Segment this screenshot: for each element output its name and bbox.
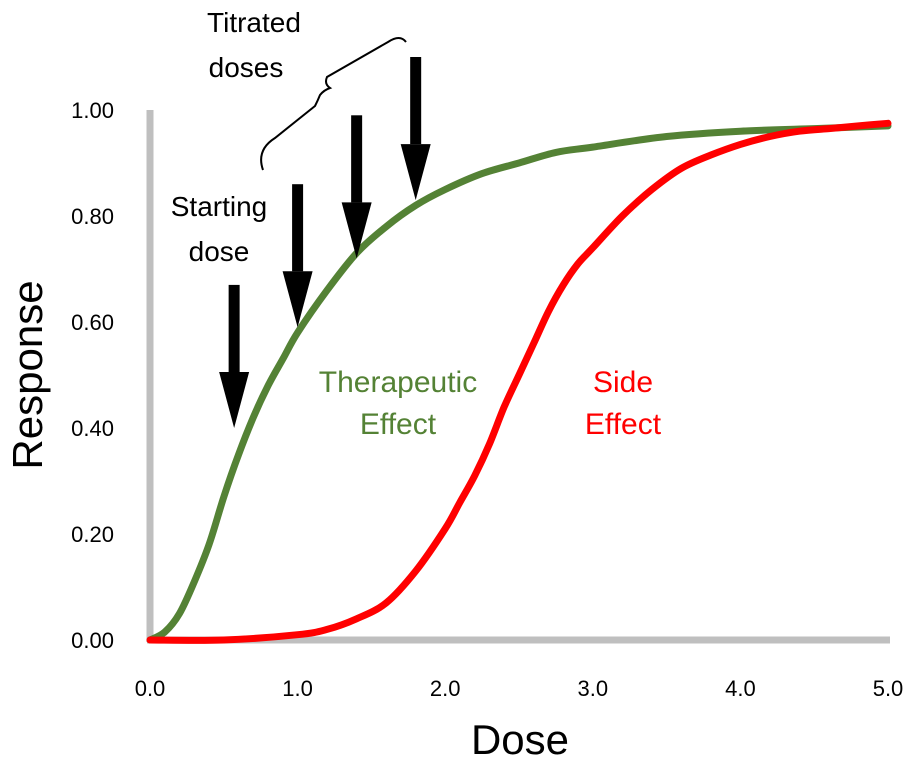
x-tick-labels: 0.0 1.0 2.0 3.0 4.0 5.0: [135, 676, 904, 701]
starting-dose-annotation: Starting dose: [171, 191, 268, 267]
titrated-doses-line-1: Titrated: [207, 7, 301, 38]
y-axis-title: Response: [4, 280, 51, 469]
arrow-head: [341, 202, 372, 259]
side-effect-curve: [146, 119, 892, 644]
arrow-head: [400, 144, 431, 201]
arrow-head: [282, 271, 313, 328]
therapeutic-effect-label: Therapeutic Effect: [319, 366, 477, 441]
y-tick-label: 0.20: [71, 522, 114, 547]
y-tick-label: 0.60: [71, 310, 114, 335]
x-axis-title: Dose: [471, 716, 569, 763]
x-tick-label: 3.0: [578, 676, 609, 701]
y-tick-labels: 0.00 0.20 0.40 0.60 0.80 1.00: [71, 98, 114, 653]
x-tick-label: 4.0: [725, 676, 756, 701]
titrated-doses-brace-icon: [260, 37, 407, 171]
y-tick-label: 0.80: [71, 204, 114, 229]
dose-arrows: [219, 57, 431, 428]
side-effect-label-line-1: Side: [593, 366, 653, 399]
x-tick-label: 1.0: [282, 676, 313, 701]
arrow-shaft: [292, 184, 304, 272]
starting-dose-arrow-icon: [219, 284, 250, 428]
arrow-shaft: [228, 284, 240, 372]
therapeutic-effect-label-line-2: Effect: [360, 408, 437, 441]
arrow-shaft: [351, 115, 363, 203]
titrated-dose-arrow-icon: [400, 57, 431, 201]
titrated-doses-annotation: Titrated doses: [207, 7, 301, 83]
side-effect-label: Side Effect: [585, 366, 662, 441]
arrow-shaft: [410, 57, 422, 145]
series-lines: [146, 119, 892, 644]
y-tick-label: 1.00: [71, 98, 114, 123]
x-tick-label: 5.0: [873, 676, 904, 701]
x-tick-label: 0.0: [135, 676, 166, 701]
therapeutic-effect-curve: [146, 122, 892, 644]
starting-dose-line-2: dose: [189, 236, 250, 267]
y-tick-label: 0.00: [71, 628, 114, 653]
arrow-head: [219, 372, 250, 428]
starting-dose-line-1: Starting: [171, 191, 268, 222]
side-effect-label-line-2: Effect: [585, 408, 662, 441]
therapeutic-effect-label-line-1: Therapeutic: [319, 366, 477, 399]
y-tick-label: 0.40: [71, 416, 114, 441]
x-tick-label: 2.0: [430, 676, 461, 701]
titrated-dose-arrow-icon: [341, 115, 372, 259]
titrated-doses-line-2: doses: [209, 52, 284, 83]
titrated-dose-arrow-icon: [282, 184, 313, 328]
